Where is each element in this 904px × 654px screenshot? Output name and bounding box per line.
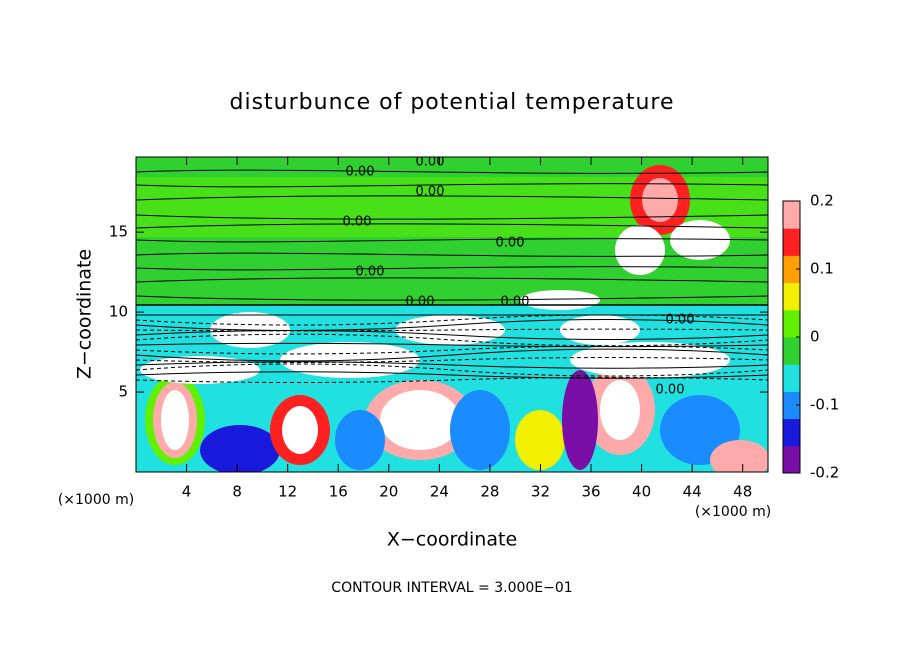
colorbar-swatch	[783, 418, 800, 447]
x-tick-label: 28	[480, 483, 499, 501]
x-tick-label: 44	[683, 483, 702, 501]
colorbar-swatch	[783, 364, 800, 392]
x-unit-label: (×1000 m)	[58, 492, 134, 508]
contour-line	[136, 223, 768, 229]
colorbar-tick-label: 0.2	[810, 192, 834, 210]
contour-line	[136, 333, 768, 347]
contour-label: 0.00	[416, 155, 445, 170]
x-tick-label: 40	[632, 483, 651, 501]
footer-note: CONTOUR INTERVAL = 3.000E−01	[331, 580, 572, 596]
contour-label: 0.00	[356, 265, 385, 280]
contour-line	[136, 319, 768, 331]
contour-line	[136, 376, 768, 384]
contour-line	[136, 183, 768, 188]
field-blob	[395, 315, 505, 345]
field-blob	[670, 220, 730, 260]
y-axis-label: Z−coordinate	[74, 249, 96, 379]
field-blob	[282, 406, 318, 454]
plot-frame	[135, 156, 769, 473]
contour-line	[136, 348, 768, 362]
x-tick-label: 36	[581, 483, 600, 501]
contour-line	[136, 345, 768, 355]
contour-line	[136, 266, 768, 271]
contour-label: 0.00	[496, 236, 525, 251]
contour-label: 0.00	[666, 313, 695, 328]
field-blob	[600, 380, 640, 440]
x-tick-label: 20	[379, 483, 398, 501]
contour-label: 0.00	[501, 295, 530, 310]
x-tick-label: 4	[182, 483, 192, 501]
field-blob	[710, 440, 768, 472]
x-tick-label: 32	[531, 483, 550, 501]
colorbar-swatch	[783, 391, 800, 420]
contour-line	[136, 295, 768, 301]
x-tick-label: 24	[430, 483, 449, 501]
contour-label: 0.00	[343, 215, 372, 230]
contour-line	[136, 169, 768, 174]
x-unit-label: (×1000 m)	[695, 504, 771, 520]
contour-label: 0.00	[406, 295, 435, 310]
contour-line	[136, 314, 768, 326]
chart-title: disturbunce of potential temperature	[230, 90, 675, 115]
contour-line	[136, 252, 768, 257]
contour-line	[136, 363, 768, 377]
field-blob	[335, 410, 385, 470]
colorbar-tick-label: -0.1	[810, 396, 839, 414]
field-blob	[560, 315, 640, 345]
contour-line	[136, 238, 768, 243]
field-blob	[515, 410, 565, 470]
y-tick-label: 15	[109, 223, 128, 241]
field-blob	[520, 290, 600, 310]
field-blob	[615, 225, 665, 275]
field-blob	[380, 390, 460, 450]
field-blob	[562, 370, 598, 470]
colorbar-swatch	[783, 309, 800, 338]
colorbar-swatch	[783, 282, 800, 311]
colorbar-tick-label: 0.1	[810, 260, 834, 278]
colorbar-swatch	[783, 228, 800, 256]
colorbar-tick-label: -0.2	[810, 464, 839, 482]
contour-label: 0.00	[346, 165, 375, 180]
x-tick-label: 48	[733, 483, 752, 501]
contour-line	[136, 329, 768, 341]
x-tick-label: 8	[232, 483, 242, 501]
colorbar-swatch	[783, 255, 800, 284]
x-axis-label: X−coordinate	[387, 529, 517, 551]
y-tick-label: 10	[109, 303, 128, 321]
contour-label: 0.00	[656, 383, 685, 398]
field-blob	[161, 390, 189, 450]
field-blob	[642, 178, 678, 222]
colorbar-tick-label: 0	[810, 328, 820, 346]
x-tick-label: 16	[329, 483, 348, 501]
contour-line	[136, 277, 768, 283]
x-tick-label: 12	[278, 483, 297, 501]
contour-label: 0.00	[416, 185, 445, 200]
colorbar-swatch	[783, 445, 800, 474]
field-blob	[140, 356, 260, 384]
contour-line	[136, 342, 768, 348]
contour-line	[136, 361, 768, 369]
colorbar-swatch	[783, 337, 800, 365]
contour-field: 0.00 0.00 0.00 0.00 0.00 0.00 0.00 0.00 0.00 0.00	[136, 155, 768, 472]
y-tick-label: 5	[118, 383, 128, 401]
contour-line	[136, 371, 768, 379]
field-blob	[200, 425, 280, 472]
colorbar-swatch	[783, 201, 800, 229]
contour-line	[136, 195, 768, 201]
contour-line	[136, 214, 768, 220]
field-blob	[450, 390, 510, 470]
